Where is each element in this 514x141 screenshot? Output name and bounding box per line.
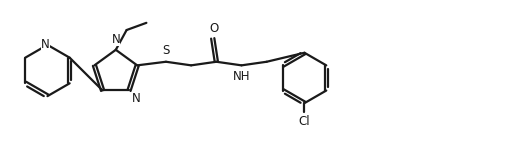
Text: N: N: [41, 38, 50, 51]
Text: N: N: [112, 33, 120, 46]
Text: N: N: [132, 92, 140, 105]
Text: NH: NH: [233, 70, 250, 83]
Text: O: O: [209, 22, 218, 35]
Text: S: S: [162, 44, 170, 57]
Text: Cl: Cl: [299, 115, 310, 128]
